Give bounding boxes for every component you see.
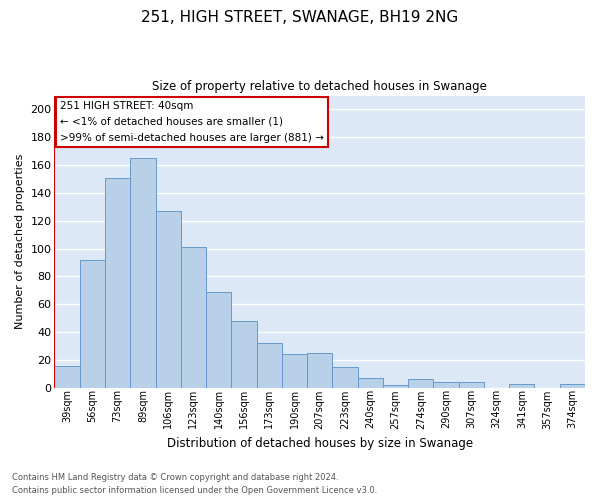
- Bar: [383, 385, 408, 388]
- Title: Size of property relative to detached houses in Swanage: Size of property relative to detached ho…: [152, 80, 487, 93]
- Bar: [181, 247, 206, 388]
- Bar: [257, 343, 282, 388]
- Bar: [307, 353, 332, 388]
- Text: 251, HIGH STREET, SWANAGE, BH19 2NG: 251, HIGH STREET, SWANAGE, BH19 2NG: [142, 10, 458, 25]
- Bar: [560, 384, 585, 388]
- Bar: [282, 354, 307, 388]
- Text: 251 HIGH STREET: 40sqm
← <1% of detached houses are smaller (1)
>99% of semi-det: 251 HIGH STREET: 40sqm ← <1% of detached…: [60, 102, 323, 142]
- Bar: [332, 367, 358, 388]
- X-axis label: Distribution of detached houses by size in Swanage: Distribution of detached houses by size …: [167, 437, 473, 450]
- Y-axis label: Number of detached properties: Number of detached properties: [15, 154, 25, 330]
- Bar: [130, 158, 155, 388]
- Text: Contains HM Land Registry data © Crown copyright and database right 2024.
Contai: Contains HM Land Registry data © Crown c…: [12, 474, 377, 495]
- Bar: [155, 211, 181, 388]
- Bar: [358, 378, 383, 388]
- Bar: [408, 380, 433, 388]
- Bar: [80, 260, 105, 388]
- Bar: [105, 178, 130, 388]
- Bar: [433, 382, 458, 388]
- Bar: [509, 384, 535, 388]
- Bar: [458, 382, 484, 388]
- Bar: [55, 366, 80, 388]
- Bar: [206, 292, 232, 388]
- Bar: [232, 321, 257, 388]
